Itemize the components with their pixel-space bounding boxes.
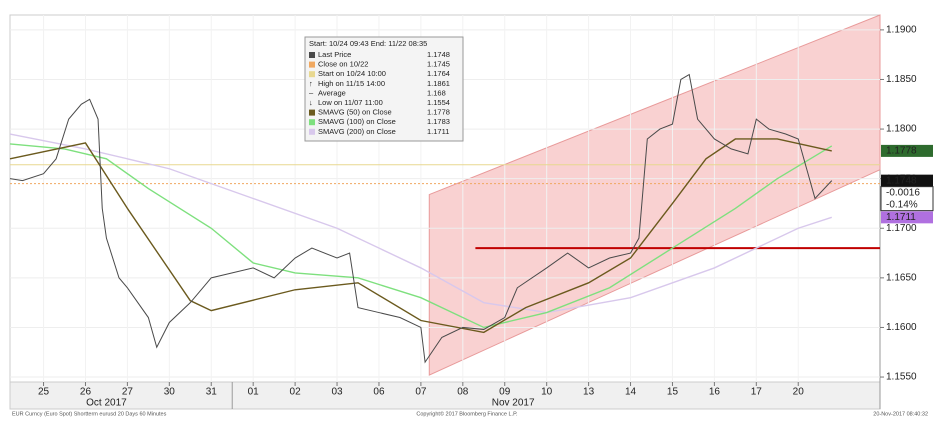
legend-label: Start on 10/24 10:00 bbox=[318, 69, 386, 78]
y-tick-label: 1.1850 bbox=[886, 74, 917, 85]
price-tag bbox=[881, 211, 933, 224]
legend: Start: 10/24 09:43 End: 11/22 08:35 Last … bbox=[304, 36, 464, 142]
x-tick-label: 03 bbox=[331, 387, 343, 398]
y-tick-label: 1.1600 bbox=[886, 322, 917, 333]
x-axis-strip bbox=[9, 381, 881, 410]
legend-label: Low on 11/07 11:00 bbox=[318, 98, 383, 107]
series-line bbox=[9, 73, 833, 364]
legend-value: 1.1778 bbox=[427, 108, 450, 117]
legend-label: Close on 10/22 bbox=[318, 60, 368, 69]
month-label: Nov 2017 bbox=[492, 398, 535, 409]
legend-swatch bbox=[309, 119, 315, 126]
y-tick-label: 1.1550 bbox=[886, 372, 917, 383]
legend-swatch bbox=[309, 71, 315, 78]
x-tick-label: 13 bbox=[583, 387, 595, 398]
legend-value: 1.1748 bbox=[427, 50, 450, 59]
legend-label: High on 11/15 14:00 bbox=[318, 79, 385, 88]
x-tick-label: 08 bbox=[457, 387, 469, 398]
series-line bbox=[9, 133, 832, 314]
x-tick-label: 27 bbox=[122, 387, 134, 398]
legend-label: Average bbox=[318, 88, 346, 97]
footer-right: 20-Nov-2017 08:40:32 bbox=[873, 411, 928, 417]
x-tick-label: 15 bbox=[667, 387, 679, 398]
legend-value: 1.1783 bbox=[427, 117, 450, 126]
x-tick-label: 01 bbox=[248, 387, 260, 398]
x-tick-label: 02 bbox=[290, 387, 302, 398]
series-line bbox=[9, 143, 833, 329]
y-tick-label: 1.1800 bbox=[886, 124, 917, 135]
x-tick-label: 09 bbox=[499, 387, 511, 398]
legend-value: 1.1711 bbox=[427, 127, 449, 136]
x-tick-label: 30 bbox=[164, 387, 176, 398]
legend-label: SMAVG (100) on Close bbox=[318, 117, 396, 126]
price-tag-label: 1.1778 bbox=[886, 146, 917, 157]
legend-swatch bbox=[309, 52, 315, 58]
trend-channel bbox=[428, 14, 881, 376]
legend-swatch bbox=[309, 61, 315, 68]
price-tag-label: 1.1748 bbox=[886, 175, 917, 186]
legend-swatch bbox=[309, 109, 315, 116]
x-tick-label: 10 bbox=[541, 387, 553, 398]
legend-label: SMAVG (50) on Close bbox=[318, 108, 392, 117]
price-tag bbox=[881, 144, 933, 157]
month-label: Oct 2017 bbox=[86, 398, 127, 409]
legend-label: SMAVG (200) on Close bbox=[318, 127, 396, 136]
legend-label: Last Price bbox=[318, 50, 351, 59]
legend-value: 1.1554 bbox=[427, 98, 450, 107]
x-tick-label: 14 bbox=[625, 387, 637, 398]
y-tick-label: 1.1700 bbox=[886, 223, 917, 234]
x-tick-label: 16 bbox=[709, 387, 721, 398]
x-tick-label: 20 bbox=[793, 387, 805, 398]
x-tick-label: 07 bbox=[415, 387, 427, 398]
price-tag bbox=[881, 174, 933, 187]
footer-left: EUR Curncy (Euro Spot) Shortterm eurusd … bbox=[12, 411, 167, 417]
legend-header: Start: 10/24 09:43 End: 11/22 08:35 bbox=[309, 39, 427, 48]
legend-swatch bbox=[309, 128, 315, 135]
x-tick-label: 26 bbox=[80, 387, 92, 398]
x-tick-label: 17 bbox=[751, 387, 763, 398]
price-tag-label: 1.1711 bbox=[886, 212, 916, 223]
last-change: -0.0016 bbox=[886, 187, 920, 198]
legend-symbol: – bbox=[309, 88, 314, 97]
last-change-pct: -0.14% bbox=[886, 199, 918, 210]
legend-value: 1.1764 bbox=[427, 69, 450, 78]
x-tick-label: 06 bbox=[373, 387, 385, 398]
y-tick-label: 1.1650 bbox=[886, 272, 917, 283]
legend-value: 1.1745 bbox=[427, 60, 450, 69]
change-box bbox=[880, 186, 934, 212]
legend-value: 1.1861 bbox=[427, 79, 450, 88]
x-tick-label: 31 bbox=[206, 387, 218, 398]
x-tick-label: 25 bbox=[38, 387, 50, 398]
footer-center: Copyright© 2017 Bloomberg Finance L.P. bbox=[416, 410, 518, 417]
legend-symbol: ↓ bbox=[309, 98, 313, 107]
legend-symbol: ↑ bbox=[309, 79, 313, 88]
legend-value: 1.168 bbox=[427, 88, 446, 97]
y-tick-label: 1.1900 bbox=[886, 25, 917, 36]
series-line bbox=[9, 138, 832, 334]
legend-box bbox=[304, 36, 464, 142]
